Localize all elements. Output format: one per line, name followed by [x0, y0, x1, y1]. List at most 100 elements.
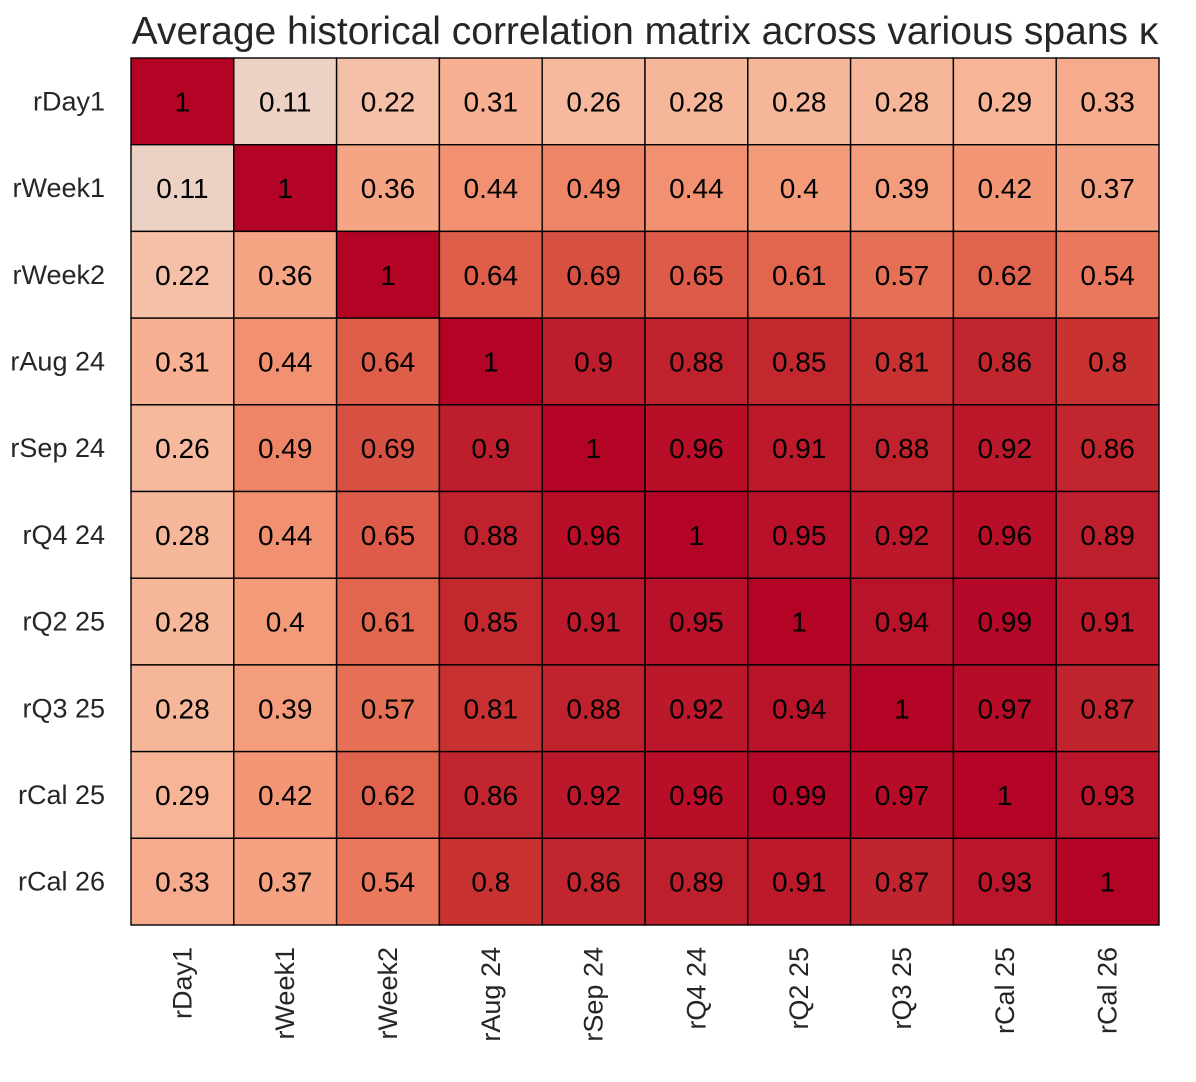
cell-value-label: 0.29: [978, 86, 1033, 117]
cell-value-label: 0.86: [978, 347, 1033, 378]
cell-value-label: 0.96: [669, 780, 724, 811]
heatmap-cell: [1055, 404, 1160, 493]
cell-value-label: 0.65: [361, 520, 416, 551]
cell-value-label: 0.69: [361, 433, 416, 464]
heatmap-cell: [747, 404, 852, 493]
cell-value-label: 0.96: [978, 520, 1033, 551]
cell-value-label: 0.9: [471, 433, 510, 464]
heatmap-cell: [1055, 230, 1160, 319]
heatmap-cell: [952, 664, 1057, 753]
heatmap-cell: [849, 837, 955, 926]
x-tick-label: rCal 25: [990, 947, 1020, 1034]
heatmap-cell: [952, 230, 1057, 319]
heatmap-cell: [130, 837, 235, 926]
heatmap-cell: [644, 57, 749, 146]
cell-value-label: 0.95: [772, 520, 827, 551]
cell-value-label: 0.92: [875, 520, 930, 551]
heatmap-cell: [130, 750, 235, 839]
cell-value-label: 0.91: [566, 607, 621, 638]
cell-value-label: 0.92: [669, 693, 724, 724]
heatmap-cell: [849, 230, 955, 319]
cell-value-label: 0.69: [566, 260, 621, 291]
cell-value-label: 0.28: [875, 86, 930, 117]
x-tick-label: rQ2 25: [784, 947, 814, 1030]
heatmap-cells: 1 0.11 0.22 0.31 0.26 0.28 0.28 0.28 0.29 0.33 0.1…: [130, 57, 1160, 926]
cell-value-label: 0.97: [978, 693, 1033, 724]
heatmap-cell: [541, 664, 646, 753]
cell-value-label: 0.87: [1080, 693, 1135, 724]
heatmap-cell: [438, 57, 543, 146]
cell-value-label: 0.95: [669, 607, 724, 638]
cell-value-label: 0.64: [464, 260, 519, 291]
y-tick-label: rCal 25: [18, 780, 105, 810]
heatmap-cell: [1055, 837, 1160, 926]
cell-value-label: 0.65: [669, 260, 724, 291]
heatmap-cell: [952, 404, 1057, 493]
cell-value-label: 0.89: [1080, 520, 1135, 551]
cell-value-label: 0.9: [574, 347, 613, 378]
cell-value-label: 0.94: [772, 693, 827, 724]
heatmap-cell: [747, 837, 852, 926]
cell-value-label: 0.89: [669, 867, 724, 898]
cell-value-label: 0.54: [1080, 260, 1135, 291]
cell-value-label: 0.4: [266, 607, 305, 638]
cell-value-label: 0.62: [978, 260, 1033, 291]
heatmap-cell: [438, 837, 543, 926]
heatmap-cell: [438, 664, 543, 753]
cell-value-label: 0.37: [1080, 173, 1135, 204]
cell-value-label: 0.87: [875, 867, 930, 898]
heatmap-cell: [233, 230, 338, 319]
x-tick-label: rWeek1: [270, 947, 300, 1040]
heatmap-cell: [849, 750, 955, 839]
cell-value-label: 1: [894, 693, 910, 724]
heatmap-cell: [849, 577, 955, 666]
cell-value-label: 0.28: [155, 520, 210, 551]
y-tick-label: rQ4 24: [22, 520, 105, 550]
heatmap-cell: [233, 664, 338, 753]
cell-value-label: 0.64: [361, 347, 416, 378]
heatmap-cell: [335, 57, 441, 146]
heatmap-cell: [1055, 750, 1160, 839]
cell-value-label: 0.92: [566, 780, 621, 811]
cell-value-label: 0.86: [566, 867, 621, 898]
heatmap-cell: [849, 57, 955, 146]
heatmap-cell: [233, 143, 338, 233]
heatmap-cell: [747, 664, 852, 753]
heatmap-cell: [952, 577, 1057, 666]
heatmap-cell: [233, 837, 338, 926]
heatmap-cell: [130, 57, 235, 146]
heatmap-cell: [335, 664, 441, 753]
cell-value-label: 0.28: [155, 693, 210, 724]
heatmap-cell: [849, 664, 955, 753]
heatmap-cell: [541, 230, 646, 319]
y-tick-label: rCal 26: [18, 867, 105, 897]
cell-value-label: 0.96: [566, 520, 621, 551]
cell-value-label: 0.57: [361, 693, 416, 724]
heatmap-cell: [541, 404, 646, 493]
cell-value-label: 0.99: [772, 780, 827, 811]
cell-value-label: 0.31: [464, 86, 519, 117]
heatmap-cell: [747, 577, 852, 666]
cell-value-label: 0.49: [258, 433, 313, 464]
heatmap-cell: [849, 404, 955, 493]
cell-value-label: 0.86: [1080, 433, 1135, 464]
cell-value-label: 0.29: [155, 780, 210, 811]
cell-value-label: 0.61: [361, 607, 416, 638]
heatmap-cell: [335, 837, 441, 926]
y-tick-label: rWeek2: [12, 260, 105, 290]
heatmap-cell: [233, 404, 338, 493]
heatmap-cell: [1055, 664, 1160, 753]
cell-value-label: 0.44: [258, 347, 313, 378]
cell-value-label: 0.61: [772, 260, 827, 291]
heatmap-cell: [952, 490, 1057, 579]
cell-value-label: 1: [483, 347, 499, 378]
heatmap-cell: [438, 490, 543, 579]
heatmap-cell: [644, 143, 749, 233]
cell-value-label: 0.4: [780, 173, 819, 204]
cell-value-label: 0.33: [1080, 86, 1135, 117]
cell-value-label: 0.28: [772, 86, 827, 117]
heatmap-cell: [1055, 317, 1160, 406]
cell-value-label: 0.36: [258, 260, 313, 291]
heatmap-cell: [1055, 143, 1160, 233]
cell-value-label: 0.42: [978, 173, 1033, 204]
